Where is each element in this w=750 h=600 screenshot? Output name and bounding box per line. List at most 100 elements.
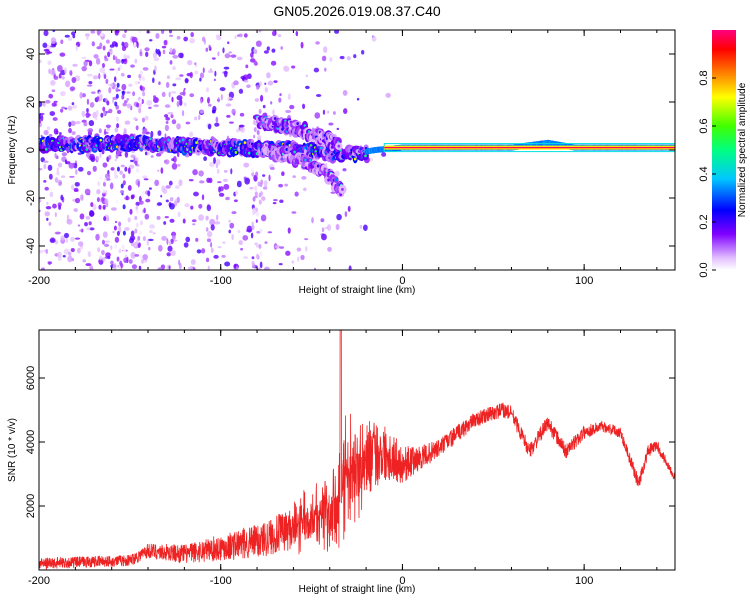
heatmap-speckle [142, 129, 146, 135]
heatmap-speckle [329, 57, 333, 62]
heatmap-speckle [184, 102, 187, 107]
heatmap-speckle [127, 74, 131, 79]
heatmap-speckle [171, 158, 175, 161]
heatmap-speckle [321, 227, 325, 233]
snr-ylabel: SNR (10 * v/v) [7, 418, 18, 482]
heatmap-speckle [81, 93, 86, 98]
heatmap-speckle [189, 131, 194, 138]
heatmap-speckle [256, 84, 260, 90]
heatmap-speckle [106, 216, 110, 222]
spectrogram-xlabel: Height of straight line (km) [299, 285, 416, 296]
heatmap-speckle [86, 108, 89, 113]
heatmap-speckle [264, 82, 267, 85]
heatmap-speckle [263, 180, 268, 188]
heatmap-speckle [82, 259, 87, 263]
heatmap-speckle [156, 48, 161, 55]
heatmap-speckle [210, 224, 215, 231]
heatmap-speckle [61, 106, 66, 109]
heatmap-speckle [171, 119, 177, 125]
y-tick-label: 40 [25, 48, 37, 60]
heatmap-speckle [128, 259, 133, 264]
heatmap-speckle [138, 108, 142, 114]
heatmap-speckle [48, 221, 52, 226]
heatmap-speckle [48, 93, 54, 99]
heatmap-speckle [172, 83, 177, 87]
heatmap-speckle [303, 187, 307, 192]
heatmap-speckle [110, 167, 115, 171]
heatmap-speckle [70, 70, 73, 76]
heatmap-speckle [49, 191, 54, 198]
heatmap-speckle [270, 101, 273, 105]
heatmap-speckle [68, 127, 72, 134]
heatmap-speckle [110, 207, 117, 211]
heatmap-cell [304, 158, 307, 162]
heatmap-speckle [187, 266, 191, 270]
heatmap-speckle [206, 204, 212, 212]
heatmap-speckle [137, 180, 140, 188]
heatmap-speckle [264, 241, 268, 244]
heatmap-speckle [188, 179, 194, 182]
heatmap-speckle [126, 91, 131, 94]
heatmap-speckle [258, 267, 262, 270]
y-tick-label: -20 [25, 190, 37, 206]
heatmap-speckle [168, 91, 171, 98]
heatmap-speckle [121, 94, 125, 100]
heatmap-speckle [97, 38, 101, 44]
heatmap-speckle [156, 202, 163, 206]
heatmap-speckle [178, 259, 181, 266]
heatmap-speckle [124, 166, 128, 172]
heatmap-speckle [176, 100, 180, 108]
heatmap-speckle [182, 89, 186, 97]
heatmap-speckle [87, 128, 94, 133]
heatmap-speckle [115, 199, 119, 205]
heatmap-speckle [184, 203, 190, 208]
heatmap-speckle [148, 246, 151, 251]
heatmap-speckle [74, 197, 81, 204]
heatmap-speckle [53, 100, 58, 103]
heatmap-speckle [100, 112, 104, 118]
snr-xlabel: Height of straight line (km) [299, 584, 416, 595]
heatmap-speckle [128, 237, 135, 244]
heatmap-speckle [277, 34, 282, 38]
heatmap-speckle [171, 162, 178, 170]
heatmap-speckle [343, 108, 348, 115]
heatmap-speckle [113, 225, 117, 231]
colorbar-tick-label: 0.8 [698, 70, 710, 85]
heatmap-speckle [207, 123, 212, 130]
heatmap-speckle [70, 120, 76, 127]
heatmap-speckle [109, 44, 115, 48]
heatmap-speckle [99, 67, 106, 73]
heatmap-speckle [200, 98, 203, 104]
heatmap-speckle [249, 186, 254, 190]
heatmap-speckle [170, 238, 174, 245]
heatmap-speckle [182, 218, 186, 224]
heatmap-speckle [222, 47, 225, 54]
heatmap-speckle [190, 31, 194, 38]
heatmap-speckle [342, 168, 347, 172]
heatmap-speckle [281, 171, 285, 177]
heatmap-speckle [115, 93, 119, 99]
heatmap-speckle [215, 34, 221, 38]
colorbar: 0.0 0.2 0.4 0.6 0.8 Normalized spectral ampl… [698, 30, 748, 278]
heatmap-speckle [131, 36, 138, 44]
heatmap-speckle [262, 186, 268, 190]
x-tick-label: -100 [210, 275, 232, 287]
heatmap-speckle [122, 180, 126, 186]
heatmap-speckle [138, 196, 142, 202]
heatmap-speckle [122, 173, 126, 179]
heatmap-speckle [228, 219, 231, 223]
heatmap-speckle [144, 151, 148, 156]
heatmap-speckle [199, 77, 202, 82]
heatmap-speckle [163, 159, 168, 164]
heatmap-speckle [102, 162, 108, 168]
heatmap-speckle [147, 190, 151, 197]
heatmap-speckle [230, 168, 233, 175]
heatmap-speckle [168, 240, 172, 246]
heatmap-speckle [102, 106, 106, 112]
heatmap-cell [181, 138, 185, 142]
heatmap-cell [234, 150, 238, 154]
heatmap-speckle [67, 255, 73, 263]
heatmap-speckle [199, 110, 205, 114]
